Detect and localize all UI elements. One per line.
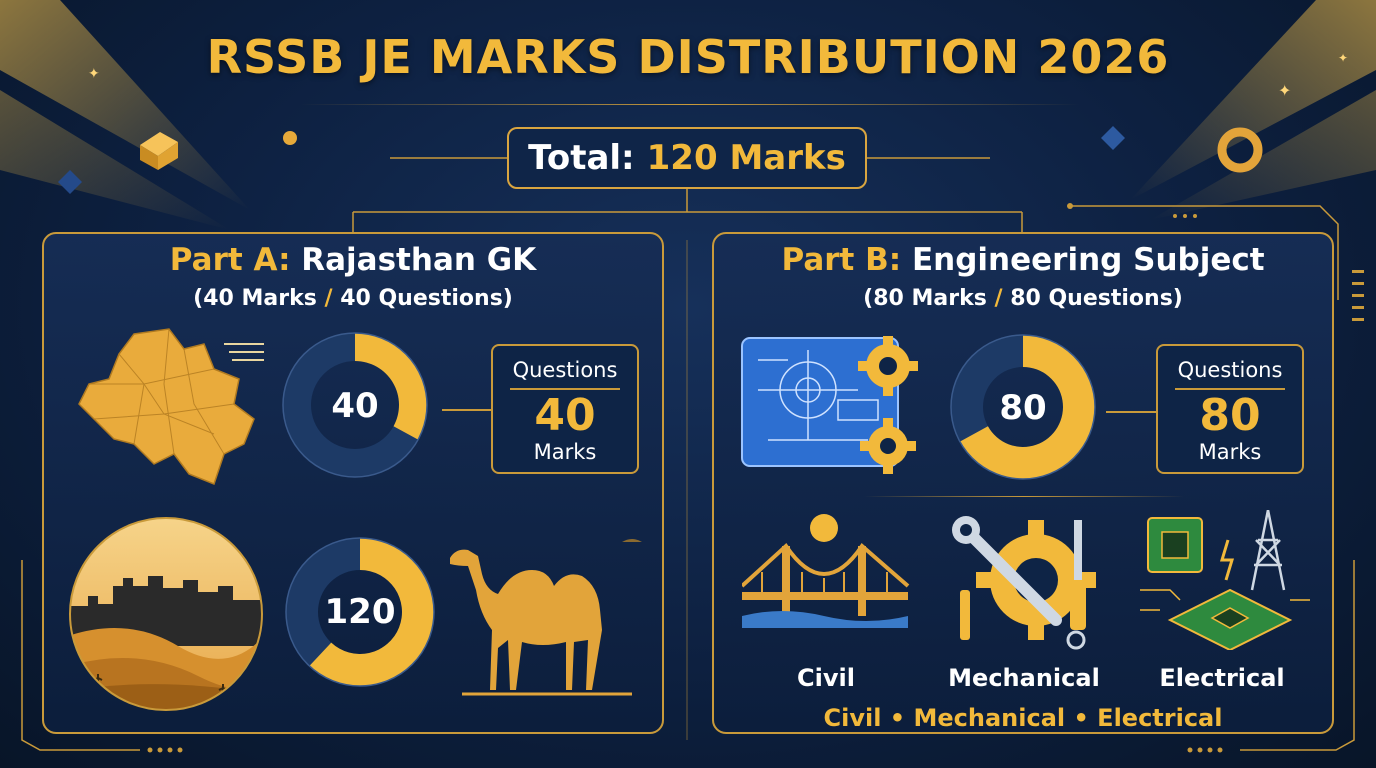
- branch-label-electrical: Electrical: [1159, 664, 1285, 692]
- part-b-donut-value: 80: [999, 388, 1047, 428]
- part-a-donut-bottom: [285, 537, 435, 687]
- questions-label: Questions: [512, 358, 618, 382]
- part-a-questions-box: Questions 40 Marks: [491, 344, 639, 474]
- total-value: 120 Marks: [646, 138, 846, 178]
- part-b-sub-marks: (80 Marks: [863, 286, 987, 311]
- part-b-panel: Part B: Engineering Subject (80 Marks / …: [712, 232, 1334, 734]
- donut-outline: [285, 537, 435, 687]
- questions-divider: [1175, 388, 1285, 390]
- marks-label: Marks: [1198, 440, 1262, 464]
- part-b-sub-slash: /: [994, 286, 1003, 311]
- desert-fort-illustration: [69, 517, 263, 711]
- part-b-sub-questions: 80 Questions): [1010, 286, 1183, 311]
- part-a-sub-marks: (40 Marks: [193, 286, 317, 311]
- branches-summary: Civil • Mechanical • Electrical: [823, 704, 1223, 732]
- donut-segment: [309, 538, 434, 686]
- marks-label: Marks: [533, 440, 597, 464]
- gear-icon: [858, 336, 918, 396]
- part-a-donut-top-value: 40: [331, 386, 379, 426]
- part-a-sub-questions: 40 Questions): [340, 286, 513, 311]
- part-a-title: Part A: Rajasthan GK: [44, 242, 662, 278]
- part-a-prefix: Part A:: [169, 242, 291, 278]
- part-b-subtitle: (80 Marks / 80 Questions): [714, 286, 1332, 311]
- svg-text:✦: ✦: [1278, 81, 1291, 100]
- branch-label-mechanical: Mechanical: [948, 664, 1100, 692]
- part-a-sub-slash: /: [324, 286, 333, 311]
- questions-divider: [510, 388, 620, 390]
- part-b-questions-box: Questions 80 Marks: [1156, 344, 1304, 474]
- total-marks-box: Total: 120 Marks: [507, 127, 867, 189]
- questions-label: Questions: [1177, 358, 1283, 382]
- donut-outline: [950, 334, 1096, 480]
- part-b-prefix: Part B:: [781, 242, 902, 278]
- donut-segment: [959, 335, 1095, 479]
- page-title: RSSB JE MARKS DISTRIBUTION 2026: [206, 30, 1170, 84]
- connector-line: [1106, 411, 1156, 413]
- circuit-tower-icon: [1140, 510, 1310, 650]
- section-divider: [864, 496, 1184, 497]
- questions-value: 80: [1199, 390, 1261, 441]
- title-divider: [300, 104, 1080, 105]
- svg-text:✦: ✦: [88, 66, 100, 82]
- part-b-title: Part B: Engineering Subject: [714, 242, 1332, 278]
- donut-segment: [355, 333, 427, 440]
- gear-icon: [860, 418, 916, 474]
- part-b-donut: [950, 334, 1096, 480]
- bridge-icon: [742, 514, 910, 628]
- part-b-name: Engineering Subject: [911, 242, 1265, 278]
- tools-gear-icon: [952, 516, 1096, 650]
- questions-value: 40: [534, 390, 596, 441]
- donut-outline: [282, 332, 428, 478]
- cube-icon: [140, 132, 178, 170]
- ring-icon: [1217, 127, 1263, 173]
- part-a-panel: Part A: Rajasthan GK (40 Marks / 40 Ques…: [42, 232, 664, 734]
- part-a-donut-bottom-value: 120: [324, 592, 396, 632]
- svg-text:✦: ✦: [1338, 51, 1348, 65]
- connector-line: [442, 409, 492, 411]
- part-a-donut-top: [282, 332, 428, 478]
- branch-label-civil: Civil: [797, 664, 855, 692]
- rajasthan-map-icon: [78, 328, 264, 485]
- camel-icon: [450, 539, 642, 696]
- blueprint-gears-icon: [741, 336, 918, 474]
- total-label: Total:: [528, 138, 635, 178]
- part-a-subtitle: (40 Marks / 40 Questions): [44, 286, 662, 311]
- part-a-name: Rajasthan GK: [301, 242, 537, 278]
